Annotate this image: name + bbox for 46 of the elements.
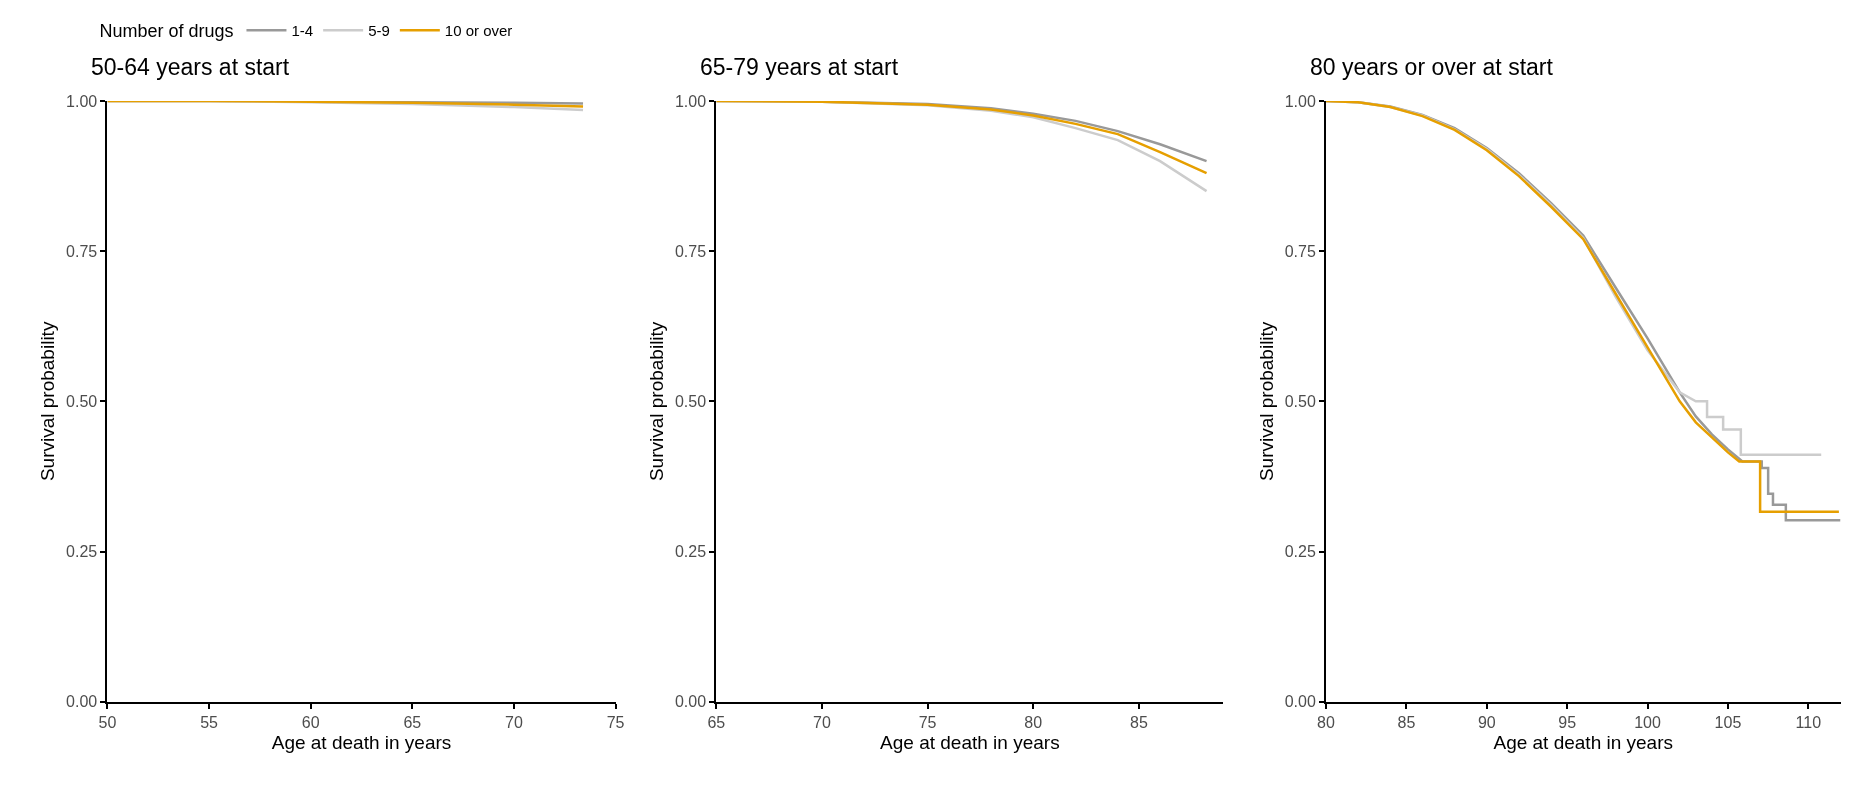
- y-tick-label: 0.75: [66, 242, 98, 260]
- y-tick-label: 0.00: [66, 693, 98, 711]
- x-tick-label: 75: [918, 713, 937, 731]
- x-tick-label: 105: [1714, 713, 1742, 731]
- x-tick-label: 70: [813, 713, 831, 731]
- x-tick-label: 90: [1477, 713, 1496, 731]
- x-tick-label: 110: [1795, 713, 1822, 731]
- x-axis-title: Age at death in years: [880, 732, 1060, 754]
- x-tick-label: 95: [1558, 713, 1577, 731]
- x-tick-label: 60: [301, 713, 320, 731]
- chart-title: 65-79 years at start: [700, 54, 899, 80]
- legend-label: 10 or over: [444, 22, 513, 40]
- y-tick-label: 0.75: [1284, 242, 1316, 260]
- x-tick-label: 70: [505, 713, 523, 731]
- x-axis-title: Age at death in years: [1493, 732, 1674, 754]
- y-tick-label: 0.00: [674, 693, 707, 711]
- x-tick-label: 50: [98, 713, 117, 731]
- y-tick-label: 0.75: [674, 242, 707, 260]
- x-tick-label: 85: [1397, 713, 1416, 731]
- x-tick-label: 75: [606, 713, 625, 731]
- x-tick-label: 80: [1024, 713, 1043, 731]
- y-tick-label: 0.25: [66, 543, 98, 561]
- legend-title: Number of drugs: [99, 21, 234, 42]
- x-tick-label: 55: [200, 713, 219, 731]
- y-axis-title: Survival probability: [1256, 321, 1278, 482]
- y-tick-label: 0.25: [1284, 543, 1316, 561]
- chart-title: 80 years or over at start: [1310, 54, 1554, 80]
- x-tick-label: 80: [1317, 713, 1335, 731]
- x-axis-title: Age at death in years: [271, 732, 452, 754]
- y-tick-label: 0.50: [674, 392, 707, 410]
- chart-title: 50-64 years at start: [91, 54, 290, 80]
- y-tick-label: 1.00: [66, 92, 98, 110]
- y-tick-label: 0.00: [1284, 693, 1316, 711]
- x-tick-label: 100: [1634, 713, 1662, 731]
- y-tick-label: 0.50: [1284, 392, 1316, 410]
- legend-label: 1-4: [291, 22, 314, 40]
- y-tick-label: 1.00: [674, 92, 707, 110]
- y-tick-label: 1.00: [1284, 92, 1316, 110]
- y-tick-label: 0.50: [66, 392, 98, 410]
- x-tick-label: 65: [403, 713, 422, 731]
- y-axis-title: Survival probability: [646, 321, 668, 482]
- x-tick-label: 65: [707, 713, 726, 731]
- legend-label: 5-9: [368, 22, 390, 40]
- y-axis-title: Survival probability: [37, 321, 59, 482]
- y-tick-label: 0.25: [674, 543, 707, 561]
- x-tick-label: 85: [1130, 713, 1148, 731]
